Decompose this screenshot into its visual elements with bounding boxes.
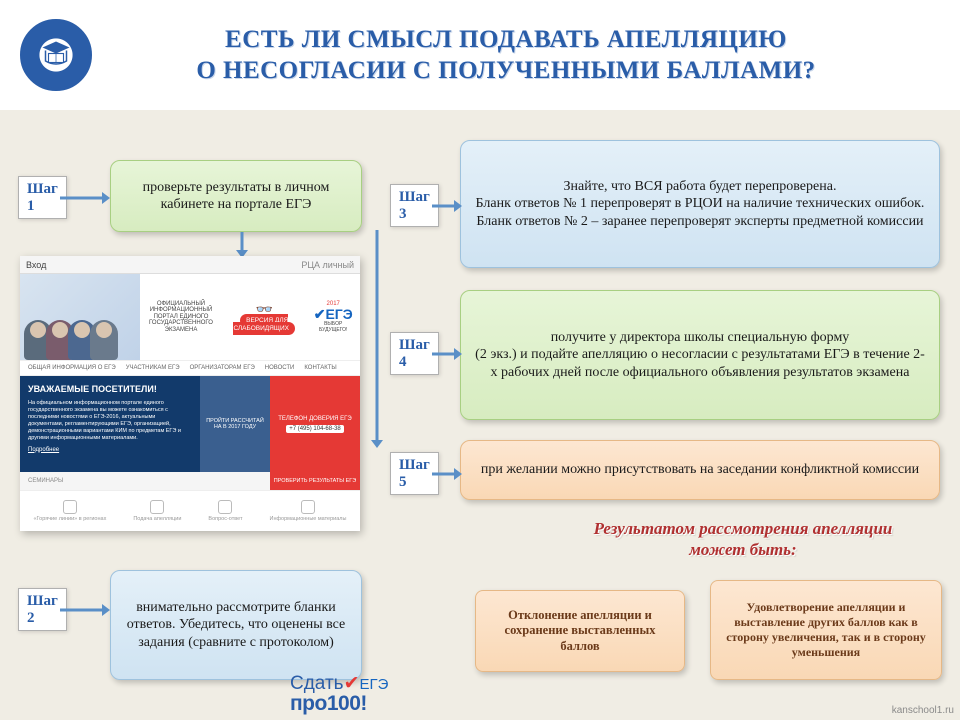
ss-banner-right: ТЕЛЕФОН ДОВЕРИЯ ЕГЭ +7 (495) 104-68-38: [270, 376, 360, 472]
title-line2: О НЕСОГЛАСИИ С ПОЛУЧЕННЫМИ БАЛЛАМИ?: [196, 57, 815, 84]
logo-icon: [20, 19, 92, 91]
ss-hero-photo: [20, 274, 140, 360]
ege-portal-screenshot: Вход РЦА личный ОФИЦИАЛЬНЫЙ ИНФОРМАЦИОНН…: [20, 256, 360, 531]
arrow-long-down: [370, 230, 384, 448]
title-line1: ЕСТЬ ЛИ СМЫСЛ ПОДАВАТЬ АПЕЛЛЯЦИЮ: [225, 26, 787, 53]
arrow-s4: [432, 346, 462, 362]
result-heading: Результатом рассмотрения апелляции может…: [548, 518, 938, 561]
arrow-s3: [432, 198, 462, 214]
outcome-left: Отклонение апелляции и сохранение выстав…: [475, 590, 685, 672]
arrow-s2: [60, 602, 110, 618]
ss-banner: УВАЖАЕМЫЕ ПОСЕТИТЕЛИ! На официальном инф…: [20, 376, 360, 472]
page-title: ЕСТЬ ЛИ СМЫСЛ ПОДАВАТЬ АПЕЛЛЯЦИЮ О НЕСОГ…: [112, 24, 940, 87]
ss-nav: ОБЩАЯ ИНФОРМАЦИЯ О ЕГЭ УЧАСТНИКАМ ЕГЭ ОР…: [20, 360, 360, 376]
header: ЕСТЬ ЛИ СМЫСЛ ПОДАВАТЬ АПЕЛЛЯЦИЮ О НЕСОГ…: [0, 0, 960, 110]
watermark: kanschool1.ru: [892, 705, 954, 716]
arrow-s5: [432, 466, 462, 482]
ss-banner-mid: ПРОЙТИ РАССЧИТАЙ НА В 2017 ГОДУ: [200, 376, 270, 472]
step5-card: при желании можно присутствовать на засе…: [460, 440, 940, 500]
step1-card: проверьте результаты в личном кабинете н…: [110, 160, 362, 232]
step3-card: Знайте, что ВСЯ работа будет перепровере…: [460, 140, 940, 268]
step4-card: получите у директора школы специальную ф…: [460, 290, 940, 420]
ss-strip: СЕМИНАРЫ ПРОВЕРИТЬ РЕЗУЛЬТАТЫ ЕГЭ: [20, 472, 360, 490]
arrow-down-s1: [235, 232, 249, 258]
step2-card: внимательно рассмотрите бланки ответов. …: [110, 570, 362, 680]
arrow-s1: [60, 190, 110, 206]
ss-hero: ОФИЦИАЛЬНЫЙ ИНФОРМАЦИОННЫЙ ПОРТАЛ ЕДИНОГ…: [20, 274, 360, 360]
outcome-right: Удовлетворение апелляции и выставление д…: [710, 580, 942, 680]
ss-topbar: Вход РЦА личный: [20, 256, 360, 274]
ss-footer: «Горячие линии» в регионах Подача апелля…: [20, 490, 360, 530]
footer-logo: Сдать✔ЕГЭ про100!: [290, 674, 388, 714]
ss-info-text: ОФИЦИАЛЬНЫЙ ИНФОРМАЦИОННЫЙ ПОРТАЛ ЕДИНОГ…: [146, 301, 216, 334]
ss-glasses-icon: 👓 ВЕРСИЯ ДЛЯ СЛАБОВИДЯЩИХ: [216, 302, 312, 333]
ss-ege-logo: 2017 ✔ЕГЭ ВЫБОР БУДУЩЕГО!: [312, 301, 354, 334]
